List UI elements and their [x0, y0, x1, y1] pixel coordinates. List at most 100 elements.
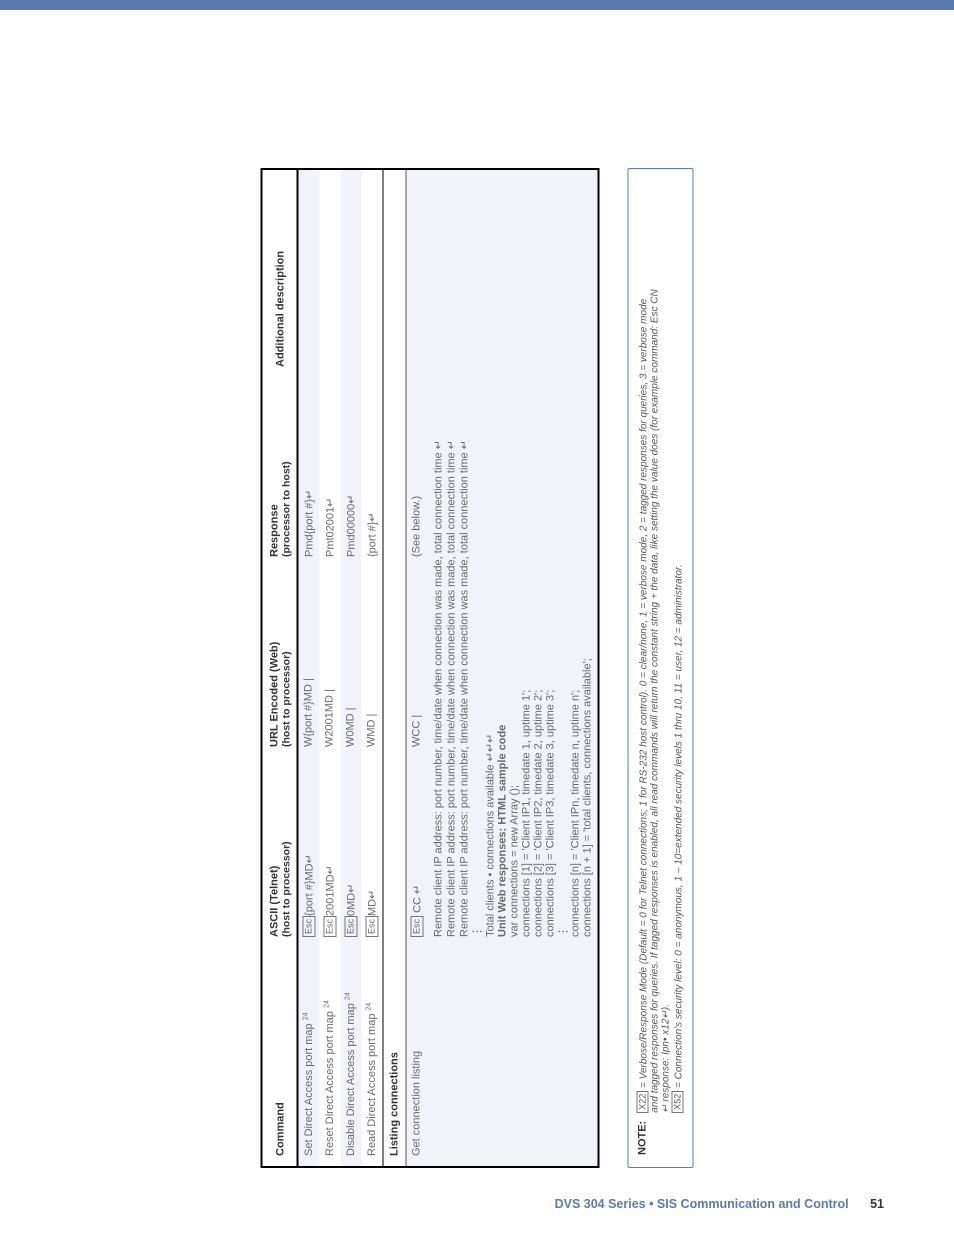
table-row: Read Direct Access port map 24EscMDWMD{p…	[362, 169, 384, 1167]
col-ascii-sub: (host to processor)	[281, 767, 293, 937]
top-accent-bar	[0, 0, 954, 10]
listing-line: Remote client IP address: port number, t…	[445, 180, 458, 937]
pipe-icon	[345, 707, 357, 713]
table-row: Get connection listingEsc CC WCC(See bel…	[406, 169, 428, 1167]
enter-icon	[367, 889, 379, 898]
pipe-icon	[366, 713, 378, 719]
section-title: Listing connections	[383, 169, 406, 1167]
cell-desc	[298, 169, 320, 377]
enter-icon	[367, 512, 379, 521]
cell-url: WMD	[362, 567, 384, 757]
col-command-label: Command	[275, 1102, 287, 1156]
cell-response: Pmt02001	[320, 377, 341, 567]
cell-url: W{port #}MD	[298, 567, 320, 757]
listing-line: ⋮	[471, 180, 484, 937]
table-row: Reset Direct Access port map 24Esc2001MD…	[320, 169, 341, 1167]
rotated-content: Command ASCII (Telnet) (host to processo…	[261, 68, 694, 1168]
esc-key: Esc	[411, 915, 424, 936]
cell-ascii: Esc CC	[406, 757, 428, 947]
pipe-icon	[324, 689, 336, 695]
cell-desc	[341, 169, 362, 377]
pipe-icon	[303, 678, 315, 684]
table-row: Disable Direct Access port map 24Esc0MDW…	[341, 169, 362, 1167]
superscript: 24	[366, 1002, 373, 1010]
cell-url: W0MD	[341, 567, 362, 757]
listing-line: connections [1] = 'Client IP1, timedate …	[521, 180, 533, 937]
col-url-sub: (host to processor)	[281, 577, 293, 747]
col-command: Command	[262, 947, 298, 1167]
note-line1b: and tagged responses for queries. If tag…	[650, 289, 661, 1113]
enter-icon	[346, 494, 358, 503]
col-desc: Additional description	[262, 169, 298, 377]
superscript: 24	[303, 1012, 310, 1020]
col-url: URL Encoded (Web) (host to processor)	[262, 567, 298, 757]
section-row: Listing connections	[383, 169, 406, 1167]
enter-icon	[304, 489, 316, 498]
command-table: Command ASCII (Telnet) (host to processo…	[261, 168, 600, 1168]
cell-response: {port #}	[362, 377, 384, 567]
cell-command: Read Direct Access port map 24	[362, 947, 384, 1167]
cell-desc	[362, 169, 384, 377]
listing-line: Unit Web responses: HTML sample code	[497, 180, 509, 937]
col-ascii: ASCII (Telnet) (host to processor)	[262, 757, 298, 947]
cell-command: Disable Direct Access port map 24	[341, 947, 362, 1167]
superscript: 24	[324, 1000, 331, 1008]
enter-icon	[304, 854, 316, 863]
cell-desc	[320, 169, 341, 377]
listing-line: Remote client IP address: port number, t…	[432, 180, 445, 937]
cell-command: Reset Direct Access port map 24	[320, 947, 341, 1167]
esc-key: Esc	[345, 915, 358, 936]
listing-line: connections [n + 1] = 'total clients, co…	[582, 180, 594, 937]
enter-icon	[412, 884, 424, 893]
cell-url: WCC	[406, 567, 428, 757]
pipe-icon	[411, 714, 423, 720]
col-ascii-label: ASCII (Telnet)	[269, 865, 281, 936]
listing-line: connections [2] = 'Client IP2, timedate …	[533, 180, 545, 937]
listing-line: connections [3] = 'Client IP3, timedate …	[545, 180, 557, 937]
x22-box: X22	[637, 1090, 649, 1112]
note-line2: = Connection's security level: 0 = anony…	[674, 564, 685, 1090]
cell-command: Set Direct Access port map 24	[298, 947, 320, 1167]
listing-line: ⋮	[557, 180, 570, 937]
cell-desc	[406, 169, 428, 377]
col-desc-label: Additional description	[275, 250, 287, 366]
col-response-sub: (processor to host)	[281, 387, 293, 557]
cell-response: (See below.)	[406, 377, 428, 567]
listing-line: var connections = new Array ();	[509, 180, 521, 937]
x52-box: X52	[672, 1090, 684, 1112]
table-row: Set Direct Access port map 24Esc{port #}…	[298, 169, 320, 1167]
cell-ascii: EscMD	[362, 757, 384, 947]
listing-body-cell: Remote client IP address: port number, t…	[428, 169, 599, 947]
superscript: 24	[345, 992, 352, 1000]
cell-ascii: Esc0MD	[341, 757, 362, 947]
col-response-label: Response	[269, 504, 281, 557]
cell-response: Pmd{port #}	[298, 377, 320, 567]
esc-key: Esc	[324, 915, 337, 936]
note-line1c: ↵ response: Ipn• x12↵).	[661, 1004, 672, 1113]
col-url-label: URL Encoded (Web)	[269, 641, 281, 746]
cell-empty	[428, 947, 599, 1167]
esc-key: Esc	[366, 915, 379, 936]
cell-command: Get connection listing	[406, 947, 428, 1167]
listing-line: Total clients • connections available ↵↵…	[484, 180, 497, 937]
esc-key: Esc	[303, 915, 316, 936]
table-header-row: Command ASCII (Telnet) (host to processo…	[262, 169, 298, 1167]
col-response: Response (processor to host)	[262, 377, 298, 567]
note-line1a: = Verbose/Response Mode (Default = 0 for…	[639, 298, 650, 1090]
cell-url: W2001MD	[320, 567, 341, 757]
enter-icon	[325, 497, 337, 506]
enter-icon	[325, 865, 337, 874]
page-footer: DVS 304 Series • SIS Communication and C…	[555, 1197, 884, 1211]
note-label: NOTE:	[637, 1112, 685, 1154]
note-body: X22 = Verbose/Response Mode (Default = 0…	[637, 181, 685, 1113]
listing-body-row: Remote client IP address: port number, t…	[428, 169, 599, 1167]
footer-page: 51	[870, 1197, 884, 1211]
listing-line: Remote client IP address: port number, t…	[458, 180, 471, 937]
cell-response: Pmd00000	[341, 377, 362, 567]
enter-icon	[346, 883, 358, 892]
listing-line: connections [n] = 'Client IPn, timedate …	[570, 180, 582, 937]
note-box: NOTE: X22 = Verbose/Response Mode (Defau…	[628, 168, 694, 1168]
cell-ascii: Esc2001MD	[320, 757, 341, 947]
cell-ascii: Esc{port #}MD	[298, 757, 320, 947]
footer-text: DVS 304 Series • SIS Communication and C…	[555, 1197, 849, 1211]
